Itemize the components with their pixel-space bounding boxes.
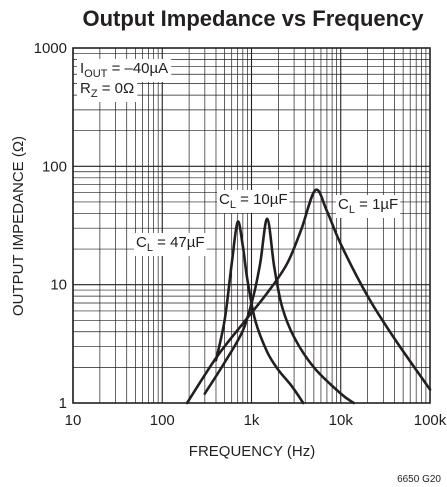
series-label-3-bg [134, 233, 207, 256]
y-tick-label: 1 [59, 395, 67, 412]
plot-frame [72, 47, 431, 404]
y-tick-label: 10 [50, 277, 67, 294]
figure-note: 6650 G20 [397, 474, 441, 485]
x-tick-label: 100k [414, 412, 447, 429]
series-line-1 [185, 188, 432, 405]
chart-title: Output Impedance vs Frequency [82, 6, 424, 31]
condition-iout-bg [77, 59, 172, 82]
x-axis-label: FREQUENCY (Hz) [189, 443, 315, 460]
x-tick-label: 10k [329, 412, 354, 429]
series-label-1: CL = 1µF [336, 195, 401, 218]
y-tick-label: 100 [42, 158, 67, 175]
series-label-1-text: CL = 1µF [338, 196, 398, 216]
y-tick-label: 1000 [34, 40, 67, 57]
condition-rz-text: RZ = 0Ω [80, 80, 134, 100]
series-label-2: CL = 10µF [217, 190, 290, 213]
series-label-2-text: CL = 10µF [219, 191, 288, 211]
condition-iout-text: IOUT = –40µA [80, 60, 168, 80]
condition-iout: IOUT = –40µA [77, 59, 172, 82]
series-line-3 [214, 220, 305, 405]
series-label-3: CL = 47µF [134, 233, 207, 256]
series-curves [185, 188, 432, 405]
series-label-3-text: CL = 47µF [136, 234, 205, 254]
condition-rz-bg [77, 79, 138, 102]
x-tick-label: 10 [65, 412, 82, 429]
x-tick-label: 1k [244, 412, 260, 429]
series-line-2 [203, 217, 356, 405]
condition-rz: RZ = 0Ω [77, 79, 138, 102]
series-label-1-bg [336, 195, 401, 218]
x-tick-label: 100 [150, 412, 175, 429]
series-label-2-bg [217, 190, 290, 213]
y-axis-label: OUTPUT IMPEDANCE (Ω) [10, 136, 27, 316]
